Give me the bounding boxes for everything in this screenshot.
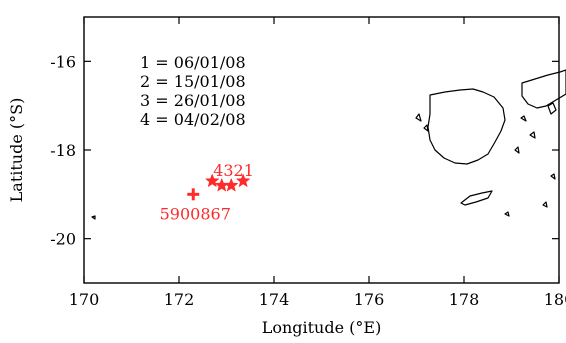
x-axis-title: Longitude (°E) xyxy=(262,318,382,337)
deployment-plus-marker xyxy=(187,188,200,201)
float-marks: 4321 5900867 xyxy=(160,161,254,223)
coastline-islet xyxy=(423,124,429,132)
legend-entry: 4 = 04/02/08 xyxy=(140,110,246,129)
coastline-kadavu xyxy=(460,190,493,206)
profile-star-1 xyxy=(235,173,251,188)
y-tick-label: -20 xyxy=(50,230,76,249)
coastline-islet xyxy=(529,131,536,139)
x-tick-label: 174 xyxy=(259,290,290,309)
y-tick-label: -16 xyxy=(50,52,76,71)
x-tick-label: 176 xyxy=(354,290,385,309)
coastline-islet xyxy=(542,201,548,208)
coastline-vanua-levu xyxy=(521,69,566,109)
coastline-islet xyxy=(91,215,96,220)
coastline-islet xyxy=(504,211,510,217)
profile-number-labels: 4321 xyxy=(213,161,254,180)
x-tick-label: 172 xyxy=(164,290,195,309)
date-legend: 1 = 06/01/082 = 15/01/083 = 26/01/084 = … xyxy=(140,53,246,129)
x-tick-label: 180 xyxy=(544,290,566,309)
coastline-viti-levu xyxy=(427,88,506,165)
coastline-islet xyxy=(415,113,422,122)
y-tick-label: -18 xyxy=(50,141,76,160)
coastline-fiji xyxy=(91,69,566,220)
y-axis-title: Latitude (°S) xyxy=(7,98,26,203)
legend-entry: 1 = 06/01/08 xyxy=(140,53,246,72)
profile-star-4 xyxy=(204,173,220,188)
x-tick-label: 178 xyxy=(449,290,480,309)
profile-star-3 xyxy=(214,177,230,192)
float-id-label: 5900867 xyxy=(160,204,231,223)
coastline-islet xyxy=(520,115,527,122)
coastline-islet xyxy=(550,173,556,180)
axes: 170 172 174 176 178 180 -16 -18 -20 Longitude (°E… xyxy=(7,16,566,337)
legend-entry: 2 = 15/01/08 xyxy=(140,72,246,91)
coastline-taveuni xyxy=(547,102,557,115)
legend-entry: 3 = 26/01/08 xyxy=(140,91,246,110)
x-tick-label: 170 xyxy=(69,290,100,309)
coastline-islet xyxy=(514,146,520,154)
